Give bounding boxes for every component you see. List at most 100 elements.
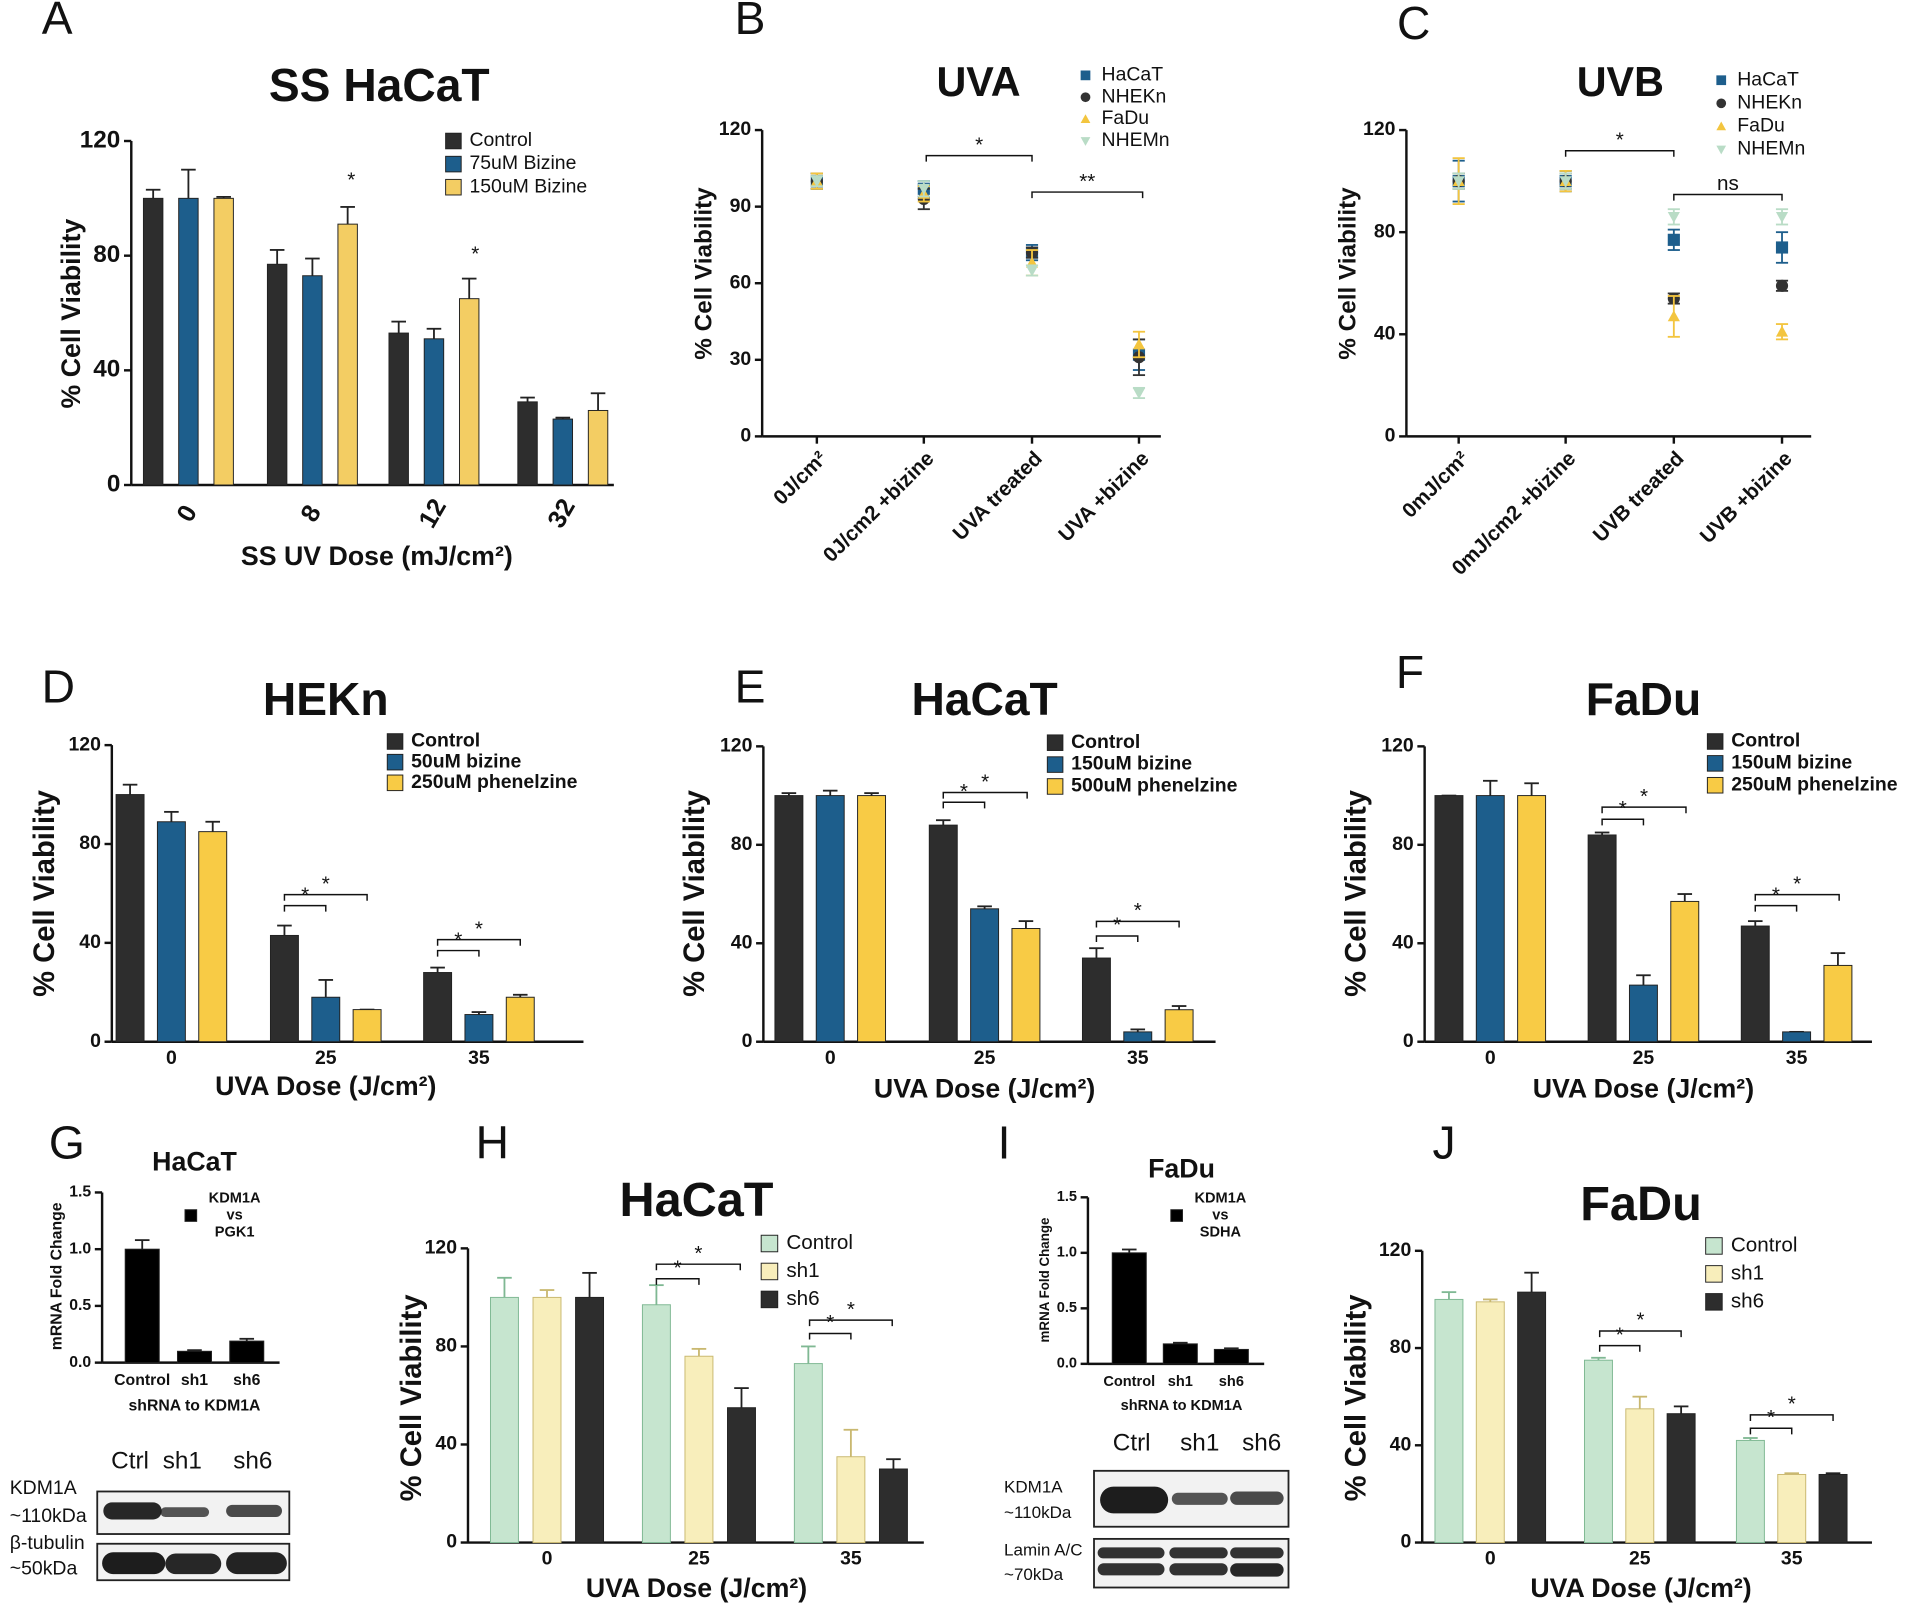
y-tick-label: 80 <box>1390 1336 1412 1358</box>
bar <box>229 1340 265 1364</box>
significance-bracket <box>655 1263 742 1271</box>
y-tick-label: 40 <box>435 1433 457 1455</box>
bar <box>1587 834 1617 1043</box>
y-tick-label: 1.5 <box>1057 1189 1077 1205</box>
y-tick-label: 0.0 <box>1057 1356 1077 1372</box>
bar <box>1123 1031 1153 1043</box>
significance-bracket <box>1754 893 1840 901</box>
legend-swatch <box>1705 1293 1723 1311</box>
significance-bracket <box>283 904 327 912</box>
bar <box>1740 925 1770 1043</box>
x-tick-label: UVA +bizine <box>1054 447 1153 546</box>
bar <box>1162 1343 1198 1365</box>
legend-swatch <box>386 753 404 771</box>
legend-label: 150uM Bizine <box>469 175 587 197</box>
y-tick-label: 80 <box>1374 220 1396 242</box>
legend-label: FaDu <box>1737 115 1785 137</box>
significance-label: * <box>674 1256 682 1279</box>
bar <box>727 1407 756 1544</box>
significance-bracket <box>925 154 1033 162</box>
blot-band <box>1097 1563 1165 1576</box>
x-tick-label: sh1 <box>1168 1374 1193 1390</box>
x-tick-label: UVB treated <box>1589 447 1689 547</box>
bar <box>464 1014 494 1043</box>
significance-label: * <box>1636 1309 1644 1332</box>
legend-label: NHEMn <box>1102 129 1170 151</box>
bar <box>1625 1408 1655 1544</box>
bar <box>1434 795 1464 1043</box>
blot-band <box>103 1502 162 1520</box>
panel-letter: C <box>1397 0 1430 49</box>
legend-swatch <box>760 1234 779 1253</box>
y-axis-label: % Cell Viability <box>1335 187 1362 360</box>
legend-swatch <box>184 1209 198 1222</box>
y-tick-label: 40 <box>731 931 753 953</box>
blot-band <box>1230 1547 1284 1559</box>
bar <box>269 934 299 1043</box>
legend-label: 250uM phenelzine <box>411 771 578 793</box>
y-tick-label: 0 <box>446 1531 457 1553</box>
blot-band <box>165 1553 222 1575</box>
y-tick-label: 80 <box>79 832 101 854</box>
significance-label: * <box>1767 1406 1775 1429</box>
point <box>1452 176 1465 188</box>
legend-label: Control <box>1731 730 1800 752</box>
significance-label: * <box>1619 797 1627 820</box>
y-tick-label: 80 <box>93 241 120 268</box>
panel-letter: I <box>998 1116 1011 1168</box>
legend-swatch <box>445 178 462 196</box>
x-axis-label: UVA Dose (J/cm²) <box>215 1071 436 1101</box>
significance-label: * <box>347 169 355 192</box>
y-tick-label: 1.5 <box>69 1184 91 1201</box>
chart-title: FaDu <box>1580 1177 1702 1231</box>
bar <box>517 401 538 486</box>
blot-band <box>1230 1563 1284 1577</box>
significance-label: * <box>1640 785 1648 808</box>
chart-title: FaDu <box>1586 673 1701 725</box>
y-tick-label: 1.0 <box>69 1240 91 1257</box>
x-tick-label: 8 <box>296 500 327 526</box>
lane-label: sh1 <box>1180 1429 1219 1456</box>
significance-bracket <box>655 1278 700 1285</box>
point <box>1716 121 1727 131</box>
y-tick-label: 40 <box>79 931 101 953</box>
significance-bracket <box>1673 193 1783 201</box>
significance-label: ns <box>1717 172 1739 195</box>
bar <box>1434 1298 1464 1544</box>
bar <box>815 795 845 1043</box>
y-tick-label: 120 <box>1381 734 1414 756</box>
bar <box>1164 1009 1194 1043</box>
point <box>1559 176 1572 188</box>
significance-bracket <box>1598 1330 1682 1338</box>
legend-label: 250uM phenelzine <box>1731 773 1898 795</box>
y-tick-label: 40 <box>1374 322 1396 344</box>
legend-label: 150uM bizine <box>1731 752 1852 774</box>
significance-label: * <box>1616 1323 1624 1346</box>
blot-label: ~110kDa <box>10 1505 87 1527</box>
significance-label: * <box>981 770 989 793</box>
blot-label: KDM1A <box>1004 1477 1063 1496</box>
significance-bracket <box>1095 935 1139 943</box>
significance-bracket <box>1564 149 1675 157</box>
bar <box>1475 1301 1505 1544</box>
point <box>1775 279 1789 292</box>
bar <box>178 197 199 486</box>
chart-title: HEKn <box>263 673 389 725</box>
blot-band <box>1097 1547 1165 1559</box>
x-tick-label: 0J/cm² <box>769 447 832 510</box>
chart-title: FaDu <box>1148 1154 1215 1184</box>
point <box>917 183 930 195</box>
y-tick-label: 0 <box>1403 1030 1414 1052</box>
panel-letter: F <box>1396 646 1424 698</box>
point <box>1080 137 1091 146</box>
y-tick-label: 1.0 <box>1057 1245 1077 1261</box>
legend-label: NHEKn <box>1102 85 1167 107</box>
bar <box>532 1296 562 1544</box>
y-tick-label: 0.5 <box>1057 1300 1077 1316</box>
bar <box>213 197 234 486</box>
legend-label: KDM1A vs PGK1 <box>209 1190 261 1240</box>
significance-bracket <box>1031 191 1144 199</box>
legend-label: 500uM phenelzine <box>1071 775 1238 797</box>
legend-label: Control <box>1731 1233 1798 1256</box>
